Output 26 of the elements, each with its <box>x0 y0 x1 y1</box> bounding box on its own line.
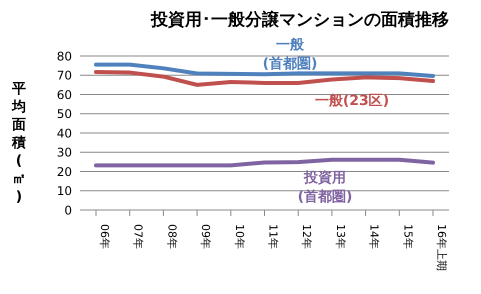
x-tick-label: 07年 <box>132 224 145 249</box>
y-axis-title: 平均面積(㎡) <box>10 80 27 206</box>
y-tick-label: 80 <box>56 49 72 64</box>
y-tick-label: 40 <box>56 126 72 140</box>
y-tick-label: 10 <box>56 184 72 198</box>
y-tick-label: 20 <box>56 164 72 179</box>
x-tick-label: 12年 <box>300 224 314 249</box>
line-series <box>94 70 435 87</box>
y-tick-label: 50 <box>56 107 72 122</box>
x-tick-label: 13年 <box>334 224 347 249</box>
y-tick-label: 70 <box>56 68 72 83</box>
x-tick-label: 14年 <box>368 224 381 249</box>
x-tick-label: 16年上期 <box>435 224 448 271</box>
series-label: 一般 (首都圏) <box>262 36 318 74</box>
y-tick-label: 60 <box>56 88 72 102</box>
y-tick-label: 0 <box>64 203 72 218</box>
x-tick-label: 06年 <box>98 224 111 249</box>
series-label: 一般(23区) <box>314 92 390 111</box>
x-tick-label: 08年 <box>165 224 178 249</box>
chart-title: 投資用･一般分譲マンションの面積推移 <box>150 9 450 31</box>
x-tick-label: 09年 <box>199 224 212 249</box>
x-tick-label: 10年 <box>232 224 246 249</box>
series-label: 投資用 (首都圏) <box>296 169 354 207</box>
y-tick-label: 30 <box>56 146 72 160</box>
x-tick-label: 11年 <box>266 224 280 249</box>
x-tick-label: 15年 <box>401 224 414 249</box>
